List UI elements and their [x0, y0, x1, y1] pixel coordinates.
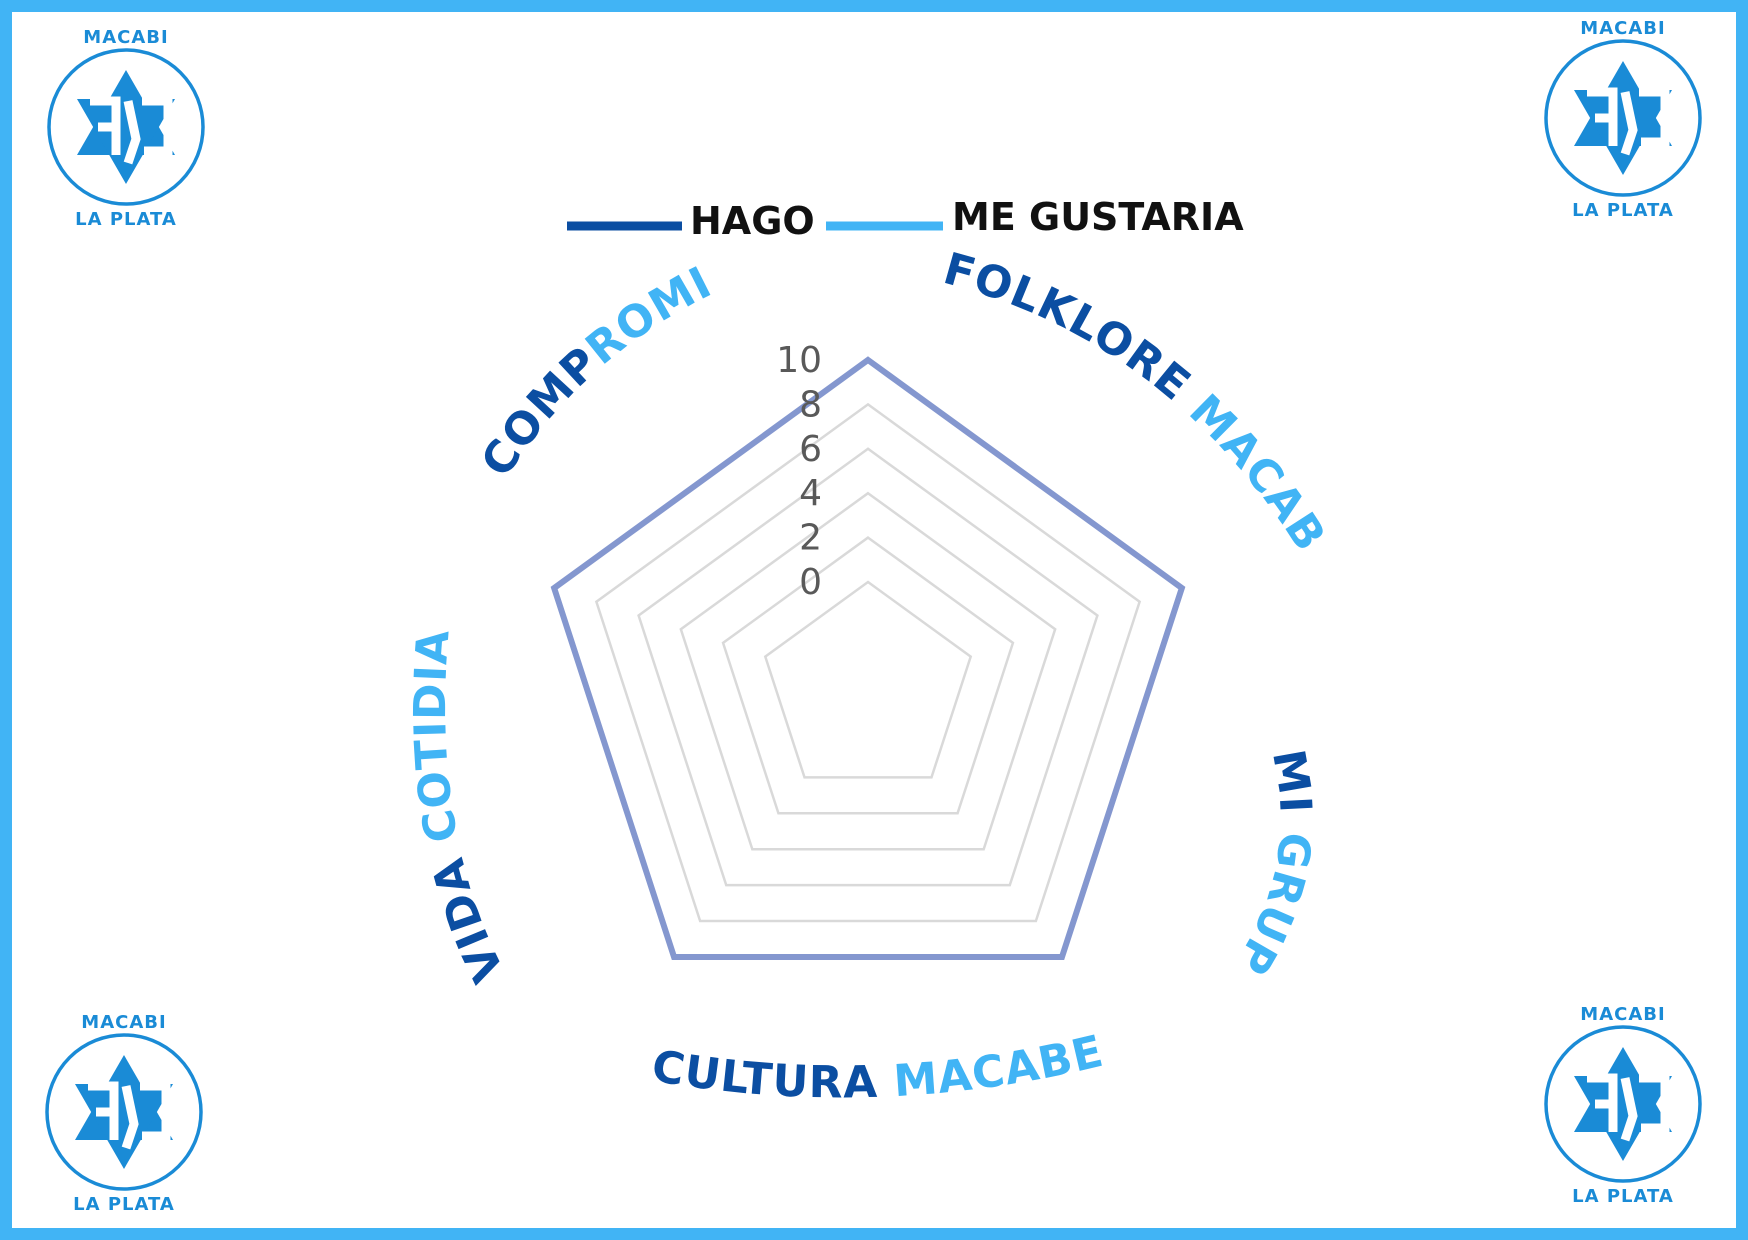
- tick-label: 10: [776, 340, 822, 381]
- logo-top-left: MACABI LA PLATA: [49, 27, 203, 230]
- tick-label: 6: [799, 429, 822, 470]
- tick-label: 0: [799, 562, 822, 603]
- legend-label-hago: HAGO: [690, 199, 815, 243]
- logo-name-bottom: LA PLATA: [75, 209, 177, 230]
- category-part: MI: [1262, 746, 1321, 832]
- logo-name-bottom: LA PLATA: [1572, 200, 1674, 221]
- logo-name-top: MACABI: [83, 27, 168, 48]
- category-part: VIDA: [419, 837, 515, 990]
- legend-label-me-gustaria: ME GUSTARIA: [952, 195, 1244, 239]
- tick-label: 2: [799, 518, 822, 559]
- tick-label: 4: [799, 473, 822, 514]
- logo-name-top: MACABI: [81, 1012, 166, 1033]
- logo-name-top: MACABI: [1580, 1004, 1665, 1025]
- grid-ring-6: [637, 447, 1099, 887]
- category-part: CULTURA: [648, 1041, 895, 1109]
- grid-ring-4: [679, 491, 1057, 851]
- star-of-david-icon: [47, 1035, 201, 1189]
- category-part: COMP: [472, 337, 609, 486]
- category-part: FOLKLORE: [938, 243, 1213, 421]
- logo-name-bottom: LA PLATA: [73, 1194, 175, 1215]
- tick-label: 8: [799, 384, 822, 425]
- grid-ring-0: [763, 580, 973, 779]
- logo-name-top: MACABI: [1580, 18, 1665, 39]
- chart-legend: HAGO ME GUSTARIA: [567, 195, 1244, 243]
- star-of-david-icon: [1546, 41, 1700, 195]
- star-of-david-icon: [49, 50, 203, 204]
- logo-bottom-right: MACABI LA PLATA: [1546, 1004, 1700, 1207]
- series-outline: [550, 356, 1186, 960]
- logo-bottom-left: MACABI LA PLATA: [47, 1012, 201, 1215]
- logo-name-bottom: LA PLATA: [1572, 1186, 1674, 1207]
- grid-ring-8: [594, 402, 1142, 923]
- logo-top-right: MACABI LA PLATA: [1546, 18, 1700, 221]
- grid-ring-2: [721, 536, 1015, 815]
- star-of-david-icon: [1546, 1027, 1700, 1181]
